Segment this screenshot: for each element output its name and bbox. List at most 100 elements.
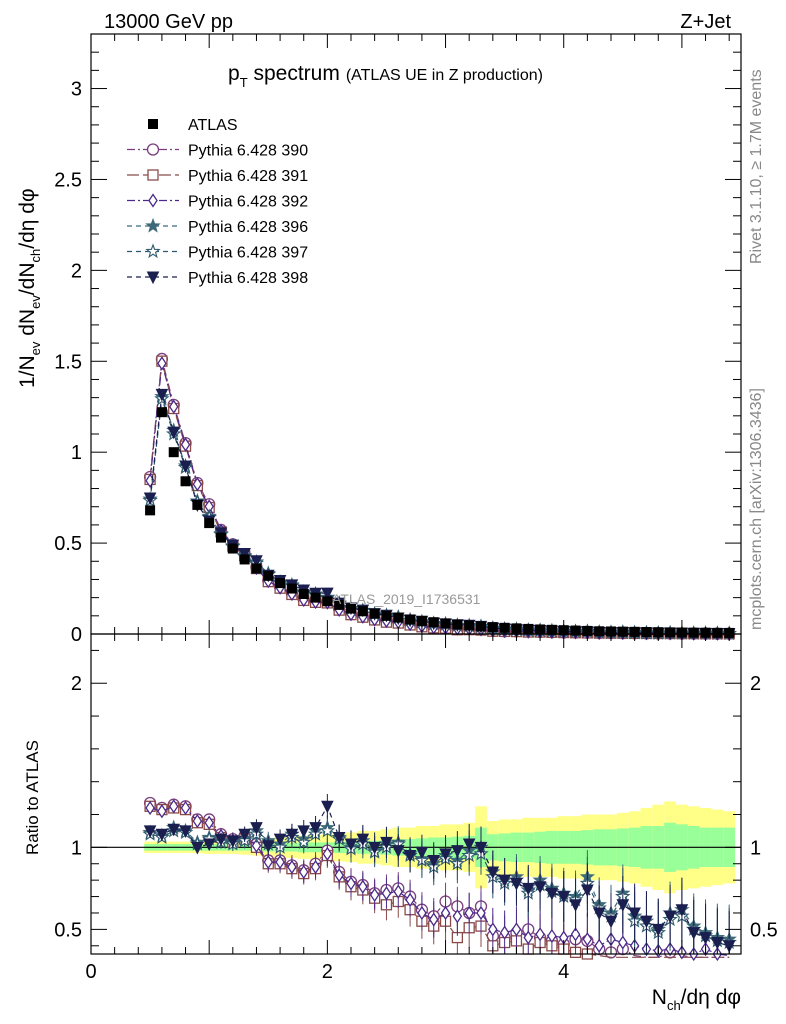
atlas-data-point [227,543,238,554]
atlas-data-point [369,608,380,619]
atlas-data-point [641,627,652,637]
atlas-data-point [310,592,321,603]
atlas-data-point [346,603,356,614]
legend-entry: Pythia 6.428 392 [127,193,308,211]
pythia-392-point [192,477,203,492]
pythia-398-ratio-point [510,877,523,891]
pythia-398-ratio-point [368,841,381,855]
pythia-392-ratio-point [523,930,534,945]
pythia-398-ratio-point [604,915,618,929]
mcplots-label: mcplots.cern.ch [arXiv:1306.3436] [748,388,765,630]
atlas-data-point [570,625,581,636]
pythia-398-ratio-point [391,845,405,858]
pythia-398-ratio-point [332,831,346,845]
pythia-398-ratio-point [380,836,393,850]
ratio-y-tick-label-right: 1 [750,837,761,859]
y-tick-label: 1.5 [54,351,82,373]
legend-label: ATLAS [188,117,238,134]
pythia-398-ratio-point [344,838,358,852]
atlas-data-point [688,627,699,638]
legend-entry: Pythia 6.428 396 [127,217,308,236]
pythia-398-ratio-point [439,848,452,862]
pythia-398-ratio-point [533,881,547,894]
pythia-397-ratio-point [319,822,335,838]
pythia-392-ratio-point [145,800,155,816]
chart-title: pT spectrum (ATLAS UE in Z production) [228,62,543,90]
pythia-398-ratio-point [711,937,724,950]
pythia-392-ratio-point [369,887,380,903]
pythia-392-ratio-point [334,868,344,883]
pythia-397-ratio-line [149,830,730,944]
pythia-398-ratio-point [321,800,334,814]
legend-label: Pythia 6.428 392 [188,194,308,211]
pythia-392-ratio-point [263,854,274,870]
pythia-398-point [143,492,157,506]
pythia-398-ratio-point [285,828,299,842]
pythia-398-ratio-point [273,833,287,847]
pythia-392-ratio-point [287,859,297,875]
pythia-398-ratio-point [155,828,169,842]
atlas-data-point [594,626,605,637]
pythia-398-ratio-point [238,828,251,842]
legend-marker [148,119,158,129]
process-label: Z+Jet [680,11,731,33]
pythia-398-point [167,426,181,440]
pythia-398-ratio-point [403,850,417,863]
x-tick-label: 0 [85,961,96,983]
pythia-398-point [238,547,251,561]
y-tick-label: 3 [71,79,82,101]
pythia-398-ratio-point [167,823,181,837]
x-tick-label: 4 [558,961,569,983]
legend-marker [146,271,160,285]
y-tick-label: 1 [71,442,82,464]
pythia-398-ratio-point [250,822,263,835]
pythia-398-ratio-point [521,882,535,896]
ratio-y-tick-label: 0.5 [54,919,82,941]
atlas-data-point [286,583,297,594]
pythia-398-ratio-point [309,822,322,835]
pythia-392-ratio-point [476,905,486,921]
pythia-392-ratio-point [346,876,356,891]
pythia-398-ratio-point [143,825,157,839]
pythia-398-point [321,587,334,601]
pythia-392-ratio-point [582,932,593,947]
pythia-398-ratio-point [486,866,500,880]
pythia-398-ratio-point [261,840,275,853]
atlas-data-point [239,554,250,565]
pythia-398-ratio-point [616,899,630,912]
legend-label: Pythia 6.428 396 [188,219,308,236]
pythia-392-ratio-point [393,884,404,899]
pythia-398-ratio-point [569,899,582,912]
legend-label: Pythia 6.428 391 [188,168,308,185]
pythia-398-ratio-point [451,845,464,858]
atlas-data-point [145,505,156,516]
pythia-392-ratio-point [168,799,179,814]
pythia-398-ratio-point [545,887,559,901]
pythia-398-ratio-point [498,874,511,888]
ratio-y-tick-label-right: 0.5 [750,919,778,941]
ratio-y-axis-label: Ratio to ATLAS [23,740,42,855]
pythia-392-ratio-point [535,927,545,942]
pythia-398-ratio-point [191,841,204,855]
atlas-data-point [263,570,274,581]
pythia-392-ratio-point [547,928,557,944]
pythia-398-ratio-point [415,846,429,860]
pythia-392-ratio-point [428,912,439,927]
pythia-398-ratio-point [663,910,677,924]
legend-label: Pythia 6.428 397 [188,245,308,262]
pythia-392-ratio-point [405,892,415,908]
pythia-392-ratio-point [275,854,285,870]
pythia-392-ratio-point [298,864,309,880]
pythia-398-ratio-point [557,891,571,904]
legend-marker [148,193,158,208]
atlas-data-point [476,621,486,632]
pythia-398-point [179,460,192,474]
legend: ATLAS Pythia 6.428 390 Pythia 6.428 391 Pyt… [127,117,308,287]
atlas-data-point [428,617,439,628]
legend-entry: Pythia 6.428 398 [127,270,308,287]
atlas-data-point [357,606,368,617]
x-axis-label: Nch/dη dφ [652,986,741,1013]
atlas-data-point [712,627,723,638]
atlas-data-point [665,627,676,638]
pythia-392-ratio-point [157,804,167,819]
